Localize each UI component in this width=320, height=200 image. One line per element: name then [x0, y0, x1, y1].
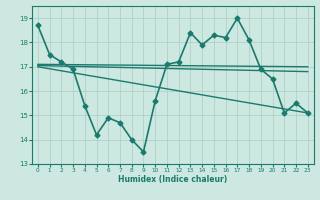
- X-axis label: Humidex (Indice chaleur): Humidex (Indice chaleur): [118, 175, 228, 184]
